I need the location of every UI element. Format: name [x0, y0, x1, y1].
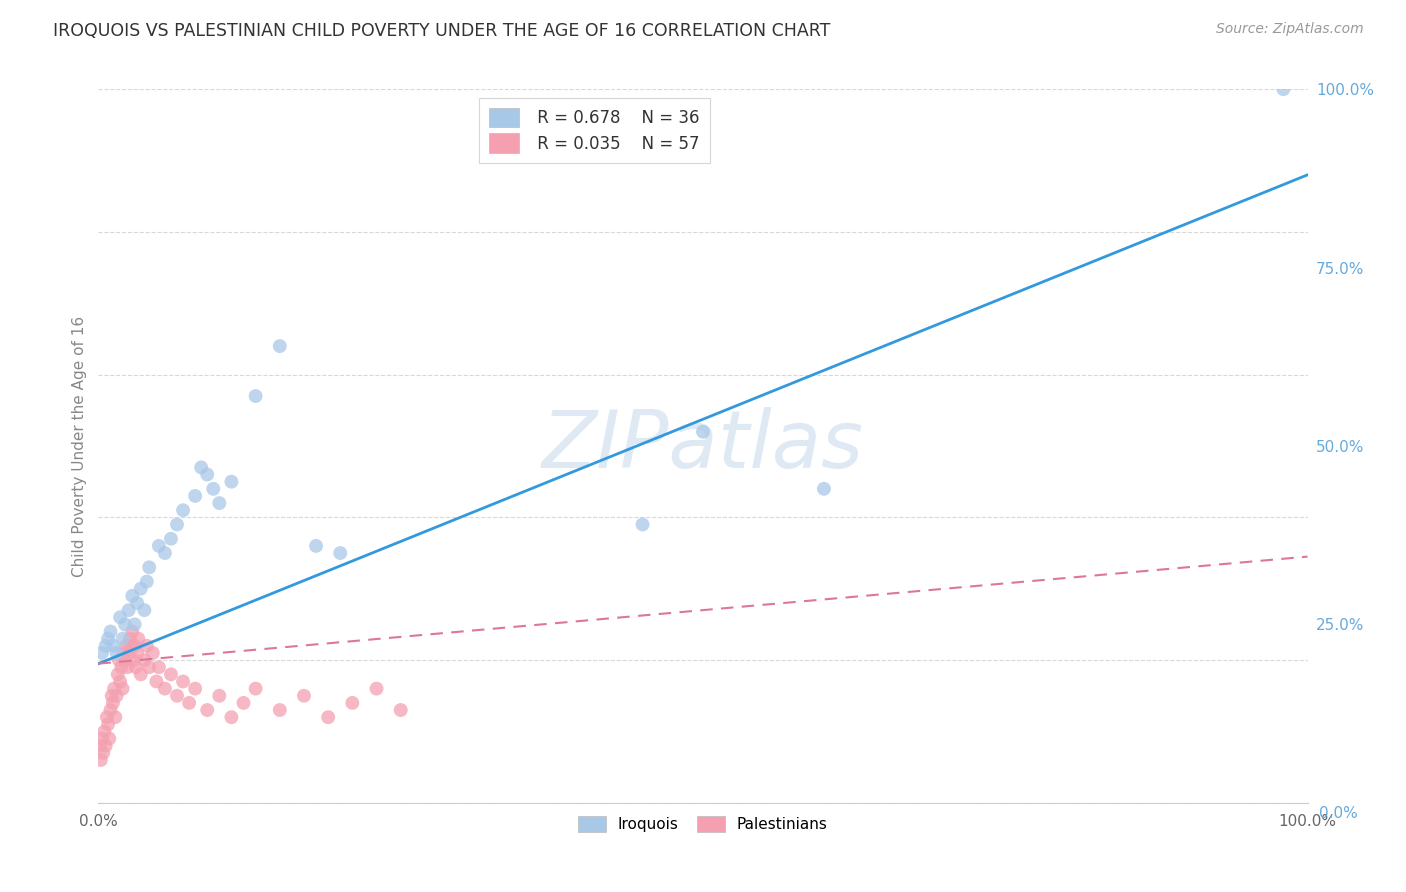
Point [692, 425, 714, 439]
Point [118, 646, 141, 660]
Point [110, 660, 132, 674]
Point [129, 582, 152, 596]
Point [129, 667, 152, 681]
Point [105, 646, 128, 660]
Point [1272, 82, 1295, 96]
Point [316, 710, 339, 724]
Point [98, 731, 121, 746]
Point [148, 539, 170, 553]
Point [179, 696, 201, 710]
Point [111, 681, 134, 696]
Point [111, 632, 134, 646]
Point [101, 639, 124, 653]
Text: Source: ZipAtlas.com: Source: ZipAtlas.com [1216, 22, 1364, 37]
Point [125, 660, 148, 674]
Point [91, 731, 114, 746]
Point [118, 632, 141, 646]
Legend: Iroquois, Palestinians: Iroquois, Palestinians [572, 810, 834, 838]
Point [107, 667, 129, 681]
Point [121, 624, 143, 639]
Point [342, 696, 364, 710]
Point [172, 674, 194, 689]
Point [114, 653, 136, 667]
Point [117, 660, 139, 674]
Point [366, 681, 388, 696]
Point [232, 696, 254, 710]
Point [104, 710, 127, 724]
Point [329, 546, 352, 560]
Point [100, 703, 122, 717]
Point [101, 696, 124, 710]
Point [631, 517, 654, 532]
Point [97, 632, 120, 646]
Point [172, 503, 194, 517]
Point [269, 339, 291, 353]
Point [122, 653, 145, 667]
Point [134, 603, 156, 617]
Point [108, 653, 131, 667]
Point [94, 739, 117, 753]
Point [120, 639, 142, 653]
Point [166, 689, 188, 703]
Point [305, 539, 328, 553]
Point [142, 646, 165, 660]
Point [91, 646, 114, 660]
Point [108, 674, 131, 689]
Point [153, 546, 176, 560]
Point [135, 574, 157, 589]
Point [292, 689, 315, 703]
Text: IROQUOIS VS PALESTINIAN CHILD POVERTY UNDER THE AGE OF 16 CORRELATION CHART: IROQUOIS VS PALESTINIAN CHILD POVERTY UN… [53, 22, 831, 40]
Point [108, 610, 131, 624]
Point [184, 489, 207, 503]
Point [138, 560, 160, 574]
Point [89, 739, 111, 753]
Point [127, 596, 149, 610]
Point [124, 617, 146, 632]
Point [127, 632, 149, 646]
Point [96, 710, 118, 724]
Point [813, 482, 835, 496]
Text: 0.0%: 0.0% [1319, 805, 1357, 821]
Point [93, 724, 115, 739]
Point [221, 475, 243, 489]
Point [103, 681, 125, 696]
Point [97, 717, 120, 731]
Point [269, 703, 291, 717]
Point [114, 617, 136, 632]
Point [91, 746, 114, 760]
Point [208, 496, 231, 510]
Point [112, 646, 135, 660]
Text: ZIPatlas: ZIPatlas [541, 407, 865, 485]
Point [148, 660, 170, 674]
Point [134, 653, 156, 667]
Point [160, 667, 183, 681]
Point [245, 389, 267, 403]
Point [90, 753, 112, 767]
Point [195, 467, 218, 482]
Point [245, 681, 267, 696]
Y-axis label: Child Poverty Under the Age of 16: Child Poverty Under the Age of 16 [72, 316, 87, 576]
Point [153, 681, 176, 696]
Point [118, 603, 141, 617]
Point [184, 681, 207, 696]
Point [208, 689, 231, 703]
Point [127, 646, 149, 660]
Point [145, 674, 167, 689]
Point [195, 703, 218, 717]
Point [166, 517, 188, 532]
Point [190, 460, 212, 475]
Point [124, 639, 146, 653]
Point [160, 532, 183, 546]
Point [100, 689, 122, 703]
Point [202, 482, 225, 496]
Point [94, 639, 117, 653]
Point [105, 689, 128, 703]
Point [138, 660, 160, 674]
Point [221, 710, 243, 724]
Point [121, 589, 143, 603]
Point [100, 624, 122, 639]
Point [389, 703, 412, 717]
Point [135, 639, 157, 653]
Point [115, 639, 138, 653]
